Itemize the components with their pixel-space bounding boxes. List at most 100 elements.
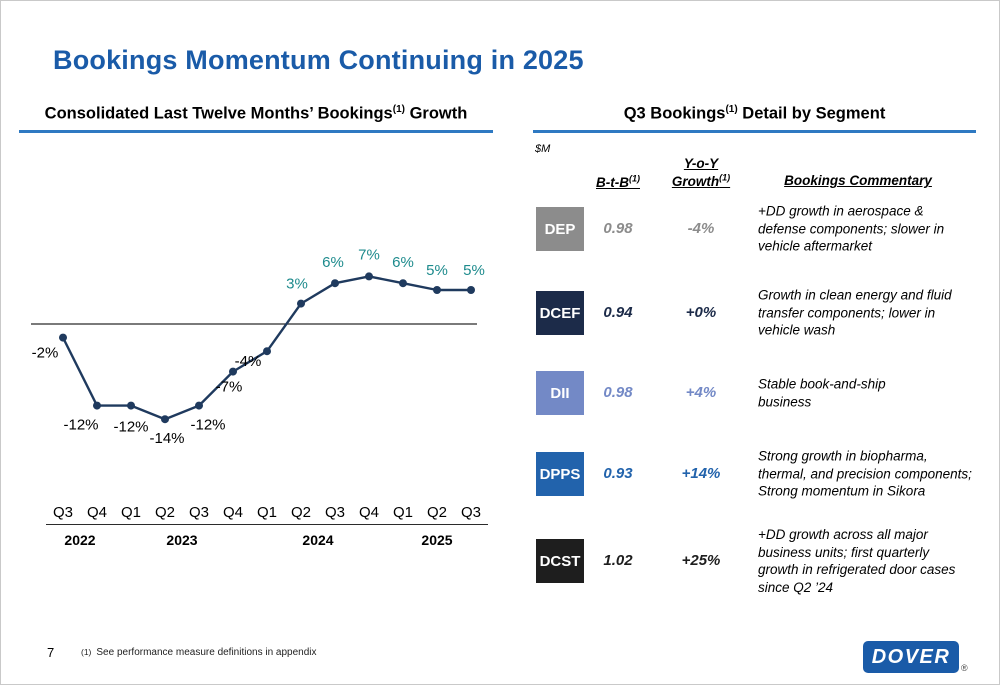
data-point (59, 333, 67, 342)
segment-btb-value: 0.98 (603, 384, 633, 401)
segment-btb-value: 0.93 (603, 465, 633, 482)
segment-badge: DEP (536, 207, 584, 251)
data-point (263, 347, 271, 356)
x-axis-year-label: 2024 (302, 532, 334, 548)
data-point-label: 7% (358, 246, 380, 263)
segment-badge: DCEF (536, 291, 584, 335)
segment-commentary: Strong growth in biopharma, thermal, and… (758, 448, 972, 499)
footnote-ref: (1) (719, 172, 731, 183)
segment-yoy-value: +0% (685, 304, 717, 321)
data-point (127, 401, 135, 410)
data-point-label: -12% (63, 417, 98, 434)
segment-badge: DII (536, 371, 584, 415)
x-axis-year-label: 2022 (64, 532, 96, 548)
data-point-label: -12% (190, 417, 225, 434)
segment-btb-value: 0.98 (603, 220, 633, 237)
footnote-ref: (1) (629, 173, 640, 183)
data-point-label: 5% (463, 262, 485, 279)
segment-commentary: +DD growth in aerospace & defense compon… (758, 203, 945, 254)
segment-yoy-value: -4% (687, 220, 715, 237)
table-row: DCST 1.02 +25% +DD growth across all maj… (533, 527, 976, 595)
chart-x-axis: Q3 Q4 2022 Q1 Q2 Q3 Q4 2023 Q1 Q2 Q3 Q4 2024 Q1 Q2 Q3 20… (19, 504, 493, 548)
segment-btb-value: 0.94 (603, 304, 633, 321)
data-point-label: 5% (426, 262, 448, 279)
table-row: DEP 0.98 -4% +DD growth in aerospace & d… (533, 204, 976, 254)
x-axis-year-group: Q1 Q2 Q3 2025 (386, 504, 488, 548)
data-point (161, 415, 169, 424)
column-header-commentary: Bookings Commentary (758, 173, 958, 190)
data-point-label: 3% (286, 276, 308, 293)
commentary-header-text: Bookings Commentary (784, 173, 932, 188)
data-point-label: -7% (216, 379, 243, 396)
x-axis-year-label: 2025 (421, 532, 453, 548)
x-axis-year-group: Q1 Q2 Q3 Q4 2023 (114, 504, 250, 548)
data-point-label: -12% (113, 419, 148, 436)
x-axis-year-group: Q1 Q2 Q3 Q4 2024 (250, 504, 386, 548)
segment-commentary: +DD growth across all major business uni… (758, 526, 956, 595)
data-point (93, 401, 101, 410)
data-point (331, 279, 339, 288)
table-row: DPPS 0.93 +14% Strong growth in biopharm… (533, 449, 976, 499)
footnote-ref: (1) (392, 104, 405, 115)
x-axis-quarter-label: Q1 (256, 504, 277, 521)
dover-logo: DOVER (863, 641, 959, 673)
slide-title: Bookings Momentum Continuing in 2025 (53, 45, 584, 76)
segment-badge: DPPS (536, 452, 584, 496)
data-point (195, 401, 203, 410)
quarter-labels-row: Q3 Q4 (46, 504, 114, 525)
data-point-label: -14% (149, 430, 184, 447)
segment-badge: DCST (536, 539, 584, 583)
footnote-text: See performance measure definitions in a… (96, 647, 317, 658)
x-axis-quarter-label: Q4 (358, 504, 379, 521)
bookings-growth-chart: -2%-12% -12%-14%-12%-7%-4%3%6% 7% 6% 5% 5% (31, 246, 485, 447)
x-axis-year-label: 2023 (166, 532, 198, 548)
quarter-labels-row: Q1 Q2 Q3 (386, 504, 488, 525)
data-point-label: 6% (322, 254, 344, 271)
left-header-tail: Growth (404, 104, 468, 123)
x-axis-quarter-label: Q3 (52, 504, 73, 521)
x-axis-quarter-label: Q1 (120, 504, 141, 521)
footnote-marker: (1) (81, 647, 92, 657)
slide-title-text: Bookings Momentum Continuing in 2025 (53, 45, 584, 75)
data-point-label: -4% (235, 353, 262, 370)
left-header-rule (19, 130, 493, 133)
right-header-text: Q3 Bookings (623, 104, 726, 123)
x-axis-quarter-label: Q2 (154, 504, 175, 521)
segment-yoy-value: +25% (681, 552, 721, 569)
dover-logo-text: DOVER (871, 645, 951, 668)
x-axis-quarter-label: Q3 (460, 504, 481, 521)
segment-yoy-value: +14% (681, 465, 721, 482)
segment-yoy-value: +4% (685, 384, 717, 401)
quarter-labels-row: Q1 Q2 Q3 Q4 (114, 504, 250, 525)
left-section-header: Consolidated Last Twelve Months’ Booking… (19, 104, 493, 124)
quarter-labels-row: Q1 Q2 Q3 Q4 (250, 504, 386, 525)
btb-header-text: B-t-B (596, 174, 629, 190)
column-header-btb: B-t-B(1) (573, 173, 663, 191)
x-axis-quarter-label: Q3 (188, 504, 209, 521)
data-point (467, 286, 475, 294)
data-point (433, 286, 441, 294)
yoy-header-line2: Growth (671, 174, 720, 190)
column-header-yoy: Y-o-Y Growth(1) (656, 156, 746, 191)
data-point (229, 367, 237, 376)
segment-commentary: Growth in clean energy and fluid transfe… (758, 287, 952, 338)
x-axis-quarter-label: Q3 (324, 504, 345, 521)
registered-trademark-symbol: ® (961, 663, 968, 673)
x-axis-quarter-label: Q2 (426, 504, 447, 521)
data-point (297, 299, 305, 308)
unit-label: $M (535, 143, 551, 155)
segment-btb-value: 1.02 (603, 552, 633, 569)
right-header-rule (533, 130, 976, 133)
footnote-ref: (1) (725, 104, 738, 115)
data-point (399, 279, 407, 288)
right-header-tail: Detail by Segment (737, 104, 886, 123)
left-header-text: Consolidated Last Twelve Months’ Booking… (44, 104, 393, 123)
x-axis-quarter-label: Q1 (392, 504, 413, 521)
x-axis-quarter-label: Q4 (222, 504, 243, 521)
table-row: DII 0.98 +4% Stable book-and-ship busine… (533, 371, 976, 415)
footnote: (1) See performance measure definitions i… (81, 647, 317, 658)
data-point-label: -2% (32, 345, 59, 362)
page-number: 7 (47, 645, 55, 660)
segment-commentary: Stable book-and-ship business (758, 376, 886, 409)
